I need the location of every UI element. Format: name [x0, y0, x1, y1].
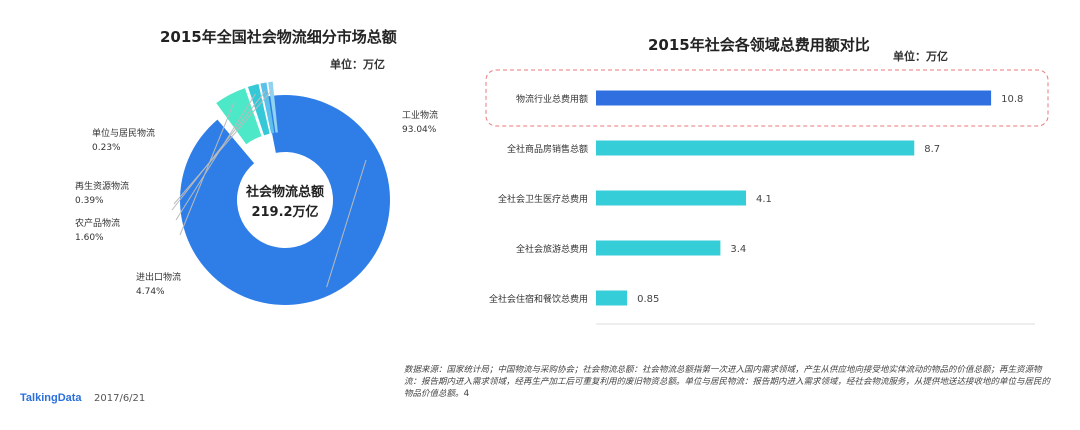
bar — [596, 290, 628, 306]
slice-name-label: 再生资源物流 — [75, 180, 129, 192]
pie-slice — [260, 82, 275, 134]
slice-name-label: 进出口物流 — [136, 271, 181, 283]
slice-percent-label: 1.60% — [75, 233, 104, 243]
bar-category-label: 全社会卫生医疗总费用 — [498, 193, 588, 205]
slice-name-label: 单位与居民物流 — [92, 127, 155, 139]
leader-line — [171, 91, 266, 211]
bar-value-label: 8.7 — [924, 144, 940, 155]
bar-chart-title: 2015年社会各领域总费用额对比 — [648, 36, 870, 54]
bar-value-label: 10.8 — [1001, 94, 1023, 105]
donut-center-label: 社会物流总额 — [245, 184, 324, 200]
page-number: 4 — [463, 389, 470, 399]
donut-center-value: 219.2万亿 — [251, 204, 318, 220]
bar — [596, 240, 721, 256]
leader-line — [326, 159, 367, 288]
bar-category-label: 全社会住宿和餐饮总费用 — [489, 293, 588, 305]
bar-category-label: 全社会旅游总费用 — [516, 243, 588, 255]
pie-slice — [268, 81, 278, 133]
bar-category-label: 全社商品房销售总额 — [507, 143, 588, 155]
bar-category-label: 物流行业总费用额 — [516, 93, 588, 105]
report-date: 2017/6/21 — [94, 393, 146, 404]
bar-chart-unit: 单位：万亿 — [893, 50, 948, 63]
source-notes: 数据来源：国家统计局；中国物流与采购协会；社会物流总额：社会物流总额指第一次进入… — [404, 364, 1054, 400]
source-notes-text: 数据来源：国家统计局；中国物流与采购协会；社会物流总额：社会物流总额指第一次进入… — [404, 365, 1051, 399]
slice-percent-label: 0.39% — [75, 196, 104, 206]
pie-chart-unit: 单位：万亿 — [330, 58, 385, 71]
pie-chart-title: 2015年全国社会物流细分市场总额 — [160, 28, 397, 46]
bar-value-label: 0.85 — [637, 294, 659, 305]
bar-value-label: 4.1 — [756, 194, 772, 205]
highlight-box — [485, 69, 1049, 127]
bar — [596, 190, 746, 206]
leader-line — [175, 93, 256, 221]
slice-name-label: 工业物流 — [402, 109, 438, 121]
bar — [596, 90, 992, 106]
donut-chart: 工业物流 93.04% 进出口物流 4.74% 农产品物流 1.60% 再生资源物流 0.39… — [75, 81, 438, 306]
bar-chart: 物流行业总费用额 10.8 全社商品房销售总额 8.7 全社会卫生医疗总费用 4.1 全社会… — [485, 69, 1049, 325]
pie-slice — [180, 95, 390, 306]
slice-percent-label: 0.23% — [92, 143, 121, 153]
slice-percent-label: 4.74% — [136, 287, 165, 297]
leader-line — [179, 102, 235, 236]
leader-line — [173, 90, 272, 205]
bar-value-label: 3.4 — [730, 244, 746, 255]
slice-name-label: 农产品物流 — [75, 217, 120, 229]
pie-slice — [216, 88, 262, 145]
brand-logo: TalkingData — [20, 392, 82, 404]
slice-percent-label: 93.04% — [402, 125, 437, 135]
bar — [596, 140, 915, 156]
